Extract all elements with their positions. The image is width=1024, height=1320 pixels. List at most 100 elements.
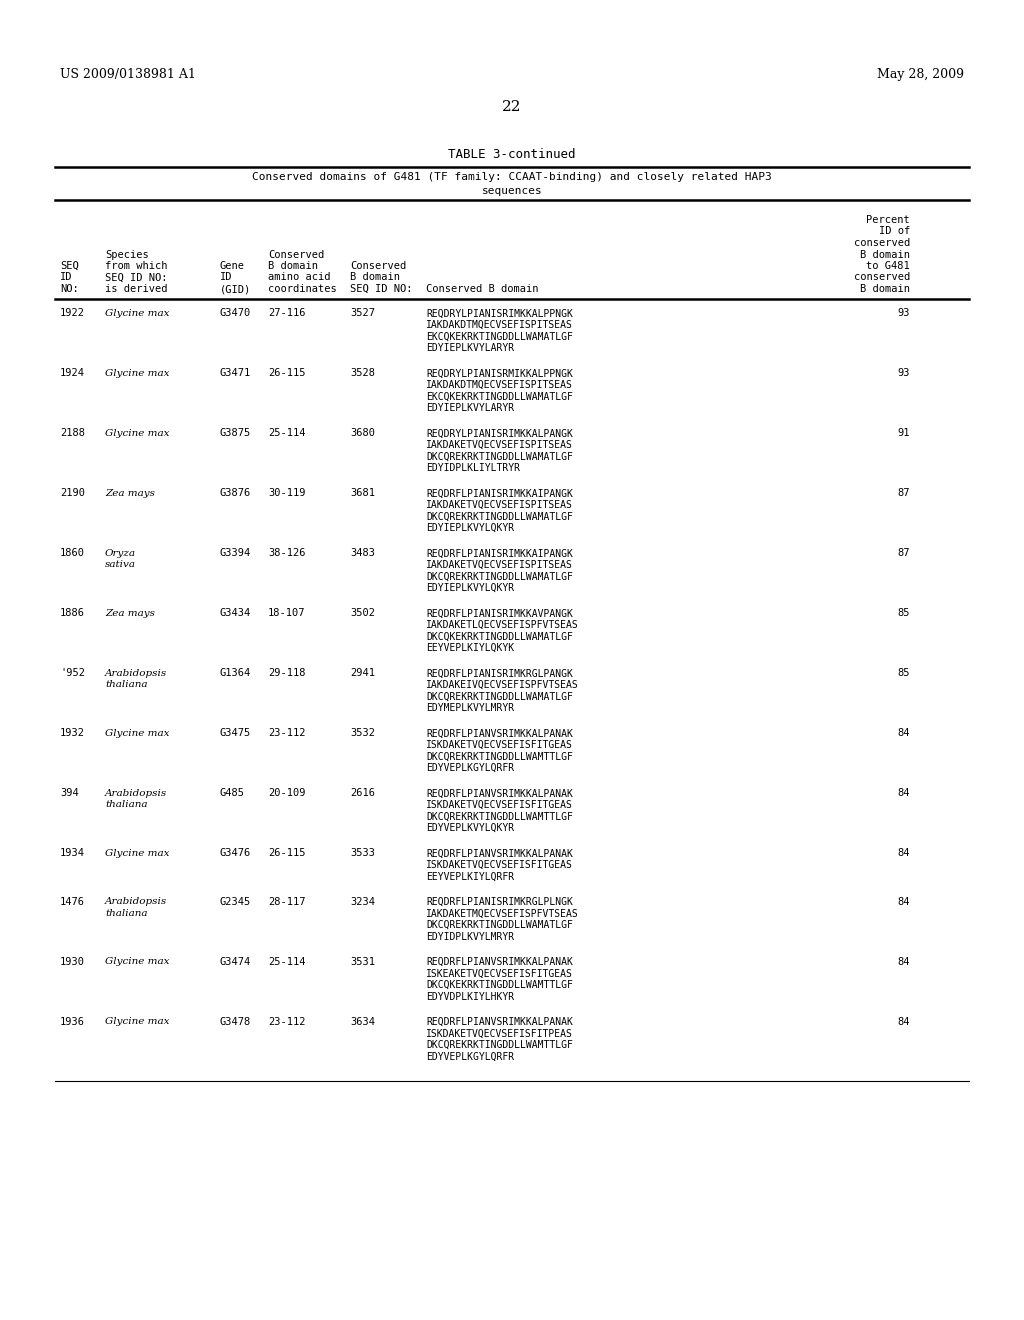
Text: EDYIEPLKVYLARYR: EDYIEPLKVYLARYR bbox=[426, 403, 514, 413]
Text: 1860: 1860 bbox=[60, 549, 85, 558]
Text: IAKDAKETLQECVSEFISPFVTSEAS: IAKDAKETLQECVSEFISPFVTSEAS bbox=[426, 620, 579, 630]
Text: 394: 394 bbox=[60, 788, 79, 799]
Text: 22: 22 bbox=[502, 100, 522, 114]
Text: Gene: Gene bbox=[220, 261, 245, 271]
Text: 30-119: 30-119 bbox=[268, 488, 305, 499]
Text: 25-114: 25-114 bbox=[268, 957, 305, 968]
Text: ID of: ID of bbox=[879, 227, 910, 236]
Text: B domain: B domain bbox=[268, 261, 318, 271]
Text: 85: 85 bbox=[897, 668, 910, 678]
Text: 1932: 1932 bbox=[60, 729, 85, 738]
Text: EDYVEPLKGYLQRFR: EDYVEPLKGYLQRFR bbox=[426, 763, 514, 774]
Text: 29-118: 29-118 bbox=[268, 668, 305, 678]
Text: 2190: 2190 bbox=[60, 488, 85, 499]
Text: 93: 93 bbox=[897, 309, 910, 318]
Text: G2345: G2345 bbox=[220, 898, 251, 907]
Text: DKCQREKRKTINGDDLLWAMTTLGF: DKCQREKRKTINGDDLLWAMTTLGF bbox=[426, 1040, 572, 1049]
Text: DKCQREKRKTINGDDLLWAMATLGF: DKCQREKRKTINGDDLLWAMATLGF bbox=[426, 920, 572, 931]
Text: REQDRFLPIANISRIMKKAIPANGK: REQDRFLPIANISRIMKKAIPANGK bbox=[426, 549, 572, 558]
Text: 23-112: 23-112 bbox=[268, 1016, 305, 1027]
Text: 26-115: 26-115 bbox=[268, 849, 305, 858]
Text: G1364: G1364 bbox=[220, 668, 251, 678]
Text: sequences: sequences bbox=[481, 186, 543, 195]
Text: 2941: 2941 bbox=[350, 668, 375, 678]
Text: Conserved domains of G481 (TF family: CCAAT-binding) and closely related HAP3: Conserved domains of G481 (TF family: CC… bbox=[252, 172, 772, 182]
Text: G485: G485 bbox=[220, 788, 245, 799]
Text: ID: ID bbox=[220, 272, 232, 282]
Text: REQDRFLPIANISRIMKRGLPANGK: REQDRFLPIANISRIMKRGLPANGK bbox=[426, 668, 572, 678]
Text: conserved: conserved bbox=[854, 238, 910, 248]
Text: 84: 84 bbox=[897, 788, 910, 799]
Text: is derived: is derived bbox=[105, 284, 168, 294]
Text: 26-115: 26-115 bbox=[268, 368, 305, 379]
Text: thaliana: thaliana bbox=[105, 680, 147, 689]
Text: to G481: to G481 bbox=[866, 261, 910, 271]
Text: EDYVEPLKGYLQRFR: EDYVEPLKGYLQRFR bbox=[426, 1052, 514, 1061]
Text: 25-114: 25-114 bbox=[268, 429, 305, 438]
Text: US 2009/0138981 A1: US 2009/0138981 A1 bbox=[60, 69, 196, 81]
Text: B domain: B domain bbox=[350, 272, 400, 282]
Text: REQDRFLPIANVSRIMKKALPANAK: REQDRFLPIANVSRIMKKALPANAK bbox=[426, 1016, 572, 1027]
Text: 3502: 3502 bbox=[350, 609, 375, 619]
Text: REQDRYLPIANISRIMKKALPANGK: REQDRYLPIANISRIMKKALPANGK bbox=[426, 429, 572, 438]
Text: IAKDAKETVQECVSEFISPITSEAS: IAKDAKETVQECVSEFISPITSEAS bbox=[426, 560, 572, 570]
Text: DKCQKEKRKTINGDDLLWAMATLGF: DKCQKEKRKTINGDDLLWAMATLGF bbox=[426, 631, 572, 642]
Text: EDYIEPLKVYLQKYR: EDYIEPLKVYLQKYR bbox=[426, 523, 514, 533]
Text: 3234: 3234 bbox=[350, 898, 375, 907]
Text: REQDRYLPIANISRMIKKALPPNGK: REQDRYLPIANISRMIKKALPPNGK bbox=[426, 368, 572, 379]
Text: G3476: G3476 bbox=[220, 849, 251, 858]
Text: 27-116: 27-116 bbox=[268, 309, 305, 318]
Text: IAKDAKDTMQECVSEFISPITSEAS: IAKDAKDTMQECVSEFISPITSEAS bbox=[426, 380, 572, 389]
Text: EDYVEPLKVYLQKYR: EDYVEPLKVYLQKYR bbox=[426, 822, 514, 833]
Text: 23-112: 23-112 bbox=[268, 729, 305, 738]
Text: 2616: 2616 bbox=[350, 788, 375, 799]
Text: Arabidopsis: Arabidopsis bbox=[105, 788, 167, 797]
Text: EKCQKEKRKTINGDDLLWAMATLGF: EKCQKEKRKTINGDDLLWAMATLGF bbox=[426, 331, 572, 342]
Text: conserved: conserved bbox=[854, 272, 910, 282]
Text: ISKDAKETVQECVSEFISFITGEAS: ISKDAKETVQECVSEFISFITGEAS bbox=[426, 800, 572, 810]
Text: 84: 84 bbox=[897, 1016, 910, 1027]
Text: 84: 84 bbox=[897, 849, 910, 858]
Text: ID: ID bbox=[60, 272, 73, 282]
Text: thaliana: thaliana bbox=[105, 800, 147, 809]
Text: REQDRYLPIANISRIMKKALPPNGK: REQDRYLPIANISRIMKKALPPNGK bbox=[426, 309, 572, 318]
Text: 87: 87 bbox=[897, 488, 910, 499]
Text: G3478: G3478 bbox=[220, 1016, 251, 1027]
Text: B domain: B domain bbox=[860, 249, 910, 260]
Text: G3470: G3470 bbox=[220, 309, 251, 318]
Text: EDYIDPLKVYLMRYR: EDYIDPLKVYLMRYR bbox=[426, 932, 514, 941]
Text: REQDRFLPIANVSRIMKKALPANAK: REQDRFLPIANVSRIMKKALPANAK bbox=[426, 957, 572, 968]
Text: EDYIEPLKVYLQKYR: EDYIEPLKVYLQKYR bbox=[426, 583, 514, 593]
Text: 1924: 1924 bbox=[60, 368, 85, 379]
Text: 28-117: 28-117 bbox=[268, 898, 305, 907]
Text: DKCQREKRKTINGDDLLWAMTTLGF: DKCQREKRKTINGDDLLWAMTTLGF bbox=[426, 751, 572, 762]
Text: EKCQKEKRKTINGDDLLWAMATLGF: EKCQKEKRKTINGDDLLWAMATLGF bbox=[426, 392, 572, 401]
Text: Zea mays: Zea mays bbox=[105, 609, 155, 618]
Text: SEQ ID NO:: SEQ ID NO: bbox=[350, 284, 413, 294]
Text: amino acid: amino acid bbox=[268, 272, 331, 282]
Text: IAKDAKDTMQECVSEFISPITSEAS: IAKDAKDTMQECVSEFISPITSEAS bbox=[426, 319, 572, 330]
Text: 93: 93 bbox=[897, 368, 910, 379]
Text: DKCQREKRKTINGDDLLWAMTTLGF: DKCQREKRKTINGDDLLWAMTTLGF bbox=[426, 812, 572, 821]
Text: 87: 87 bbox=[897, 549, 910, 558]
Text: Conserved: Conserved bbox=[350, 261, 407, 271]
Text: IAKDAKETVQECVSEFISPITSEAS: IAKDAKETVQECVSEFISPITSEAS bbox=[426, 440, 572, 450]
Text: G3475: G3475 bbox=[220, 729, 251, 738]
Text: '952: '952 bbox=[60, 668, 85, 678]
Text: EDYMEPLKVYLMRYR: EDYMEPLKVYLMRYR bbox=[426, 704, 514, 713]
Text: 18-107: 18-107 bbox=[268, 609, 305, 619]
Text: G3876: G3876 bbox=[220, 488, 251, 499]
Text: 38-126: 38-126 bbox=[268, 549, 305, 558]
Text: 1936: 1936 bbox=[60, 1016, 85, 1027]
Text: 1922: 1922 bbox=[60, 309, 85, 318]
Text: DKCQREKRKTINGDDLLWAMATLGF: DKCQREKRKTINGDDLLWAMATLGF bbox=[426, 692, 572, 701]
Text: G3434: G3434 bbox=[220, 609, 251, 619]
Text: 3528: 3528 bbox=[350, 368, 375, 379]
Text: sativa: sativa bbox=[105, 560, 136, 569]
Text: EDYIEPLKVYLARYR: EDYIEPLKVYLARYR bbox=[426, 343, 514, 352]
Text: G3875: G3875 bbox=[220, 429, 251, 438]
Text: ISKDAKETVQECVSEFISFITGEAS: ISKDAKETVQECVSEFISFITGEAS bbox=[426, 741, 572, 750]
Text: Conserved: Conserved bbox=[268, 249, 325, 260]
Text: 1930: 1930 bbox=[60, 957, 85, 968]
Text: 20-109: 20-109 bbox=[268, 788, 305, 799]
